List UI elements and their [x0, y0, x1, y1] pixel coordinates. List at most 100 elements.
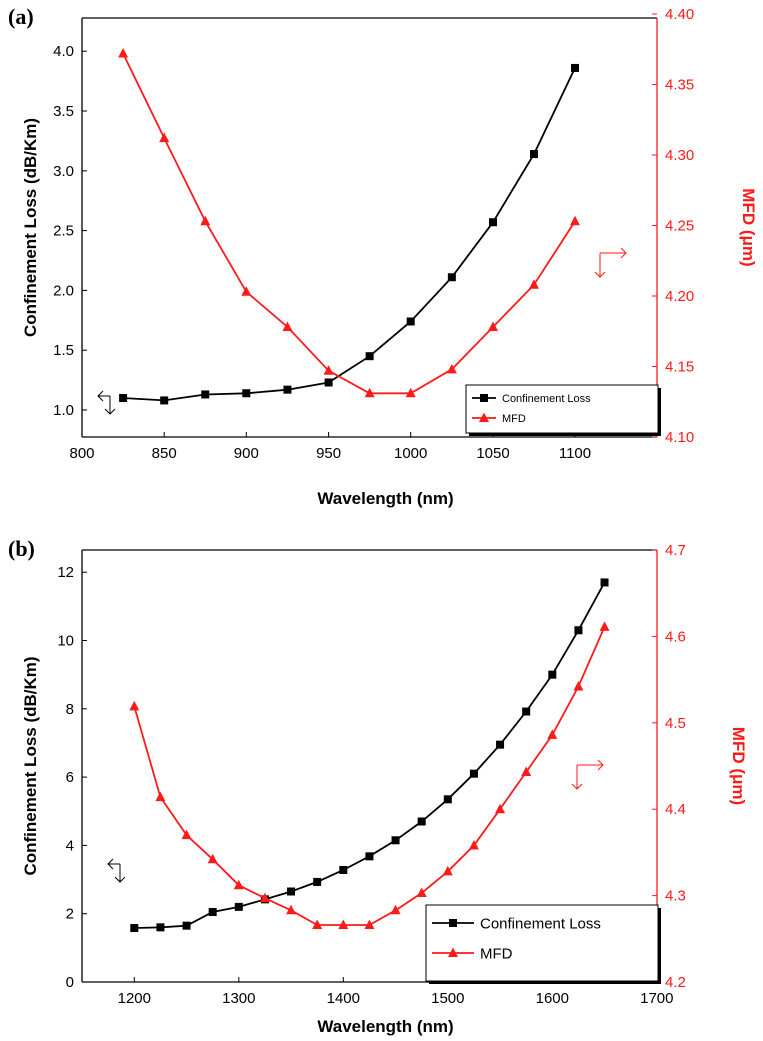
mfd-point — [181, 829, 192, 840]
y-axis-label: Confinement Loss (dB/Km) — [21, 656, 40, 875]
y-tick-label: 1.5 — [53, 342, 74, 359]
mfd-point — [155, 791, 166, 802]
legend: Confinement Loss MFD — [465, 384, 661, 436]
legend-swatch-marker — [479, 412, 489, 422]
loss-point — [283, 385, 292, 394]
mfd-point — [312, 919, 323, 929]
y-tick-label: 3.0 — [53, 163, 74, 180]
mfd-point — [599, 621, 610, 631]
x-tick-label: 850 — [152, 445, 177, 462]
mfd-point — [488, 321, 498, 332]
mfd-point — [259, 892, 270, 903]
chart-panel-a: (a) 800 850 900 950 1000 1050 1100 1.0 1.5 2.0 2.5 3… — [8, 4, 758, 508]
left-axis-indicator-arrow — [97, 390, 116, 415]
loss-point — [160, 396, 169, 405]
series-line-confinement-loss — [123, 67, 576, 402]
mfd-point — [118, 47, 129, 58]
y-tick-label: 0 — [66, 974, 74, 991]
series-line-mfd — [133, 626, 606, 926]
y2-tick-label: 4.40 — [665, 6, 694, 23]
legend-label: Confinement Loss — [502, 393, 591, 405]
loss-point — [365, 352, 374, 361]
loss-point — [548, 670, 557, 679]
mfd-point — [468, 839, 479, 850]
y-tick-label: 4.0 — [53, 43, 74, 60]
mfd-point — [573, 681, 584, 691]
mfd-point — [405, 387, 416, 398]
y-tick-label: 8 — [66, 701, 74, 718]
y-tick-label: 2 — [66, 906, 74, 923]
mfd-point — [241, 286, 252, 296]
x-axis-label: Wavelength (nm) — [317, 489, 453, 508]
y-tick-label: 12 — [57, 564, 74, 581]
y2-tick-label: 4.6 — [665, 628, 686, 645]
mfd-point — [286, 904, 297, 915]
mfd-point — [547, 729, 558, 739]
y2-tick-label: 4.7 — [665, 542, 686, 559]
loss-point — [443, 795, 452, 804]
mfd-point — [570, 215, 580, 226]
loss-point — [406, 317, 415, 326]
y-tick-label: 1.0 — [53, 402, 74, 419]
mfd-point — [446, 363, 457, 374]
legend-label: MFD — [480, 945, 513, 962]
mfd-point — [323, 365, 334, 375]
y-axis-label: Confinement Loss (dB/Km) — [21, 118, 40, 337]
y-tick-label: 3.5 — [53, 103, 74, 120]
mfd-point — [200, 215, 211, 226]
mfd-point — [338, 919, 349, 929]
loss-point — [391, 836, 400, 845]
mfd-point — [521, 766, 532, 777]
mfd-point — [129, 700, 140, 711]
mfd-point — [207, 853, 218, 864]
mfd-point — [233, 879, 244, 890]
x-tick-label: 1050 — [476, 445, 509, 462]
x-tick-label: 950 — [316, 445, 341, 462]
series-line-mfd — [122, 53, 576, 395]
panel-label: (a) — [8, 4, 34, 29]
y-tick-label: 2.5 — [53, 223, 74, 240]
loss-point — [522, 707, 531, 716]
legend-swatch-marker — [480, 394, 488, 402]
y2-tick-label: 4.20 — [665, 288, 694, 305]
right-axis-indicator-arrow — [571, 759, 604, 790]
loss-point — [242, 389, 251, 398]
y2-tick-label: 4.2 — [665, 974, 686, 991]
loss-point — [600, 578, 609, 587]
loss-point — [530, 150, 538, 159]
y-tick-label: 2.0 — [53, 282, 74, 299]
chart-panel-b: (b) 1200 1300 1400 1500 1600 1700 0 2 4 6 8 10 12 4.2 4… — [8, 536, 748, 1036]
mfd-point — [159, 132, 170, 143]
right-axis-indicator-arrow — [594, 247, 627, 278]
x-tick-label: 1400 — [327, 990, 360, 1007]
loss-point — [571, 63, 579, 72]
legend-box — [425, 904, 659, 982]
x-tick-label: 1200 — [118, 990, 151, 1007]
loss-point — [119, 394, 128, 403]
legend-swatch-marker — [448, 947, 458, 957]
x-axis-label: Wavelength (nm) — [317, 1017, 453, 1036]
loss-point — [447, 273, 456, 282]
x-tick-label: 1500 — [431, 990, 464, 1007]
loss-point — [130, 924, 139, 933]
loss-point — [182, 921, 191, 930]
loss-point — [365, 852, 374, 861]
mfd-point — [529, 279, 539, 289]
mfd-point — [282, 321, 293, 332]
y-tick-label: 10 — [57, 633, 74, 650]
legend-label: MFD — [502, 413, 526, 425]
y2-tick-label: 4.4 — [665, 801, 686, 818]
y2-axis-label: MFD (μm) — [739, 188, 758, 266]
y2-tick-label: 4.10 — [665, 429, 694, 446]
y2-tick-label: 4.5 — [665, 715, 686, 732]
legend-box — [465, 384, 659, 434]
x-tick-label: 1600 — [536, 990, 569, 1007]
y2-tick-label: 4.25 — [665, 218, 694, 235]
loss-point — [156, 923, 165, 932]
loss-point — [313, 877, 322, 886]
mfd-point — [416, 887, 427, 898]
mfd-point — [495, 803, 506, 814]
mfd-point — [364, 387, 375, 398]
y2-tick-label: 4.35 — [665, 77, 694, 94]
